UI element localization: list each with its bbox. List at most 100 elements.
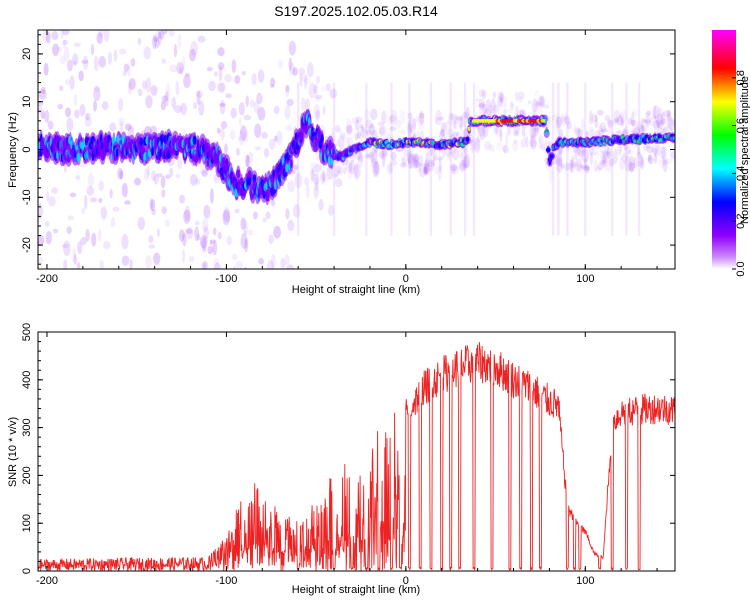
spectrogram-noise-blob xyxy=(529,139,538,148)
spectrogram-noise-blob xyxy=(122,70,127,76)
spectrogram-noise-blob xyxy=(97,228,102,243)
spectrogram-noise-blob xyxy=(525,136,529,148)
spectrogram-noise-blob xyxy=(478,124,485,137)
spectrogram-noise-blob xyxy=(368,123,376,136)
spectrogram-noise-blob xyxy=(588,110,594,125)
spectrogram-noise-blob xyxy=(643,142,648,154)
spectrogram-noise-blob xyxy=(262,292,265,302)
spectrogram-noise-blob xyxy=(644,111,651,119)
spectrogram-noise-blob xyxy=(212,227,217,236)
spectrogram-noise-blob xyxy=(334,178,343,188)
spectrogram-noise-blob xyxy=(408,117,417,133)
spectrogram-noise-blob xyxy=(99,259,105,269)
colorbar-gradient xyxy=(712,30,736,269)
spectrogram-noise-blob xyxy=(575,148,583,155)
spectrogram-noise-blob xyxy=(197,35,206,43)
spectrogram-noise-blob xyxy=(137,88,143,97)
spectrogram-noise-blob xyxy=(308,82,317,99)
spectrogram-noise-blob xyxy=(175,80,180,96)
spectrogram-noise-blob xyxy=(504,132,509,147)
spectrogram-ridge-blob xyxy=(247,176,252,186)
spectrogram-noise-blob xyxy=(354,162,359,179)
spectrogram-noise-blob xyxy=(419,112,425,119)
spectrogram-noise-blob xyxy=(434,117,438,125)
spectrogram-noise-blob xyxy=(225,93,232,99)
spectrogram-noise-blob xyxy=(112,206,120,212)
spectrogram-noise-blob xyxy=(313,103,321,119)
spectrogram-noise-blob xyxy=(574,128,581,134)
spectrogram-noise-blob xyxy=(334,166,343,174)
spectrogram-noise-blob xyxy=(481,103,487,115)
spectrogram-noise-blob xyxy=(47,120,54,130)
spectrogram-noise-blob xyxy=(98,197,103,203)
spectrogram-noise-blob xyxy=(620,112,625,129)
spectrogram-noise-blob xyxy=(617,130,624,135)
spectrogram-noise-blob xyxy=(555,152,563,167)
spectrogram-noise-blob xyxy=(540,144,546,151)
spectrogram-noise-blob xyxy=(214,71,218,77)
spectrogram-noise-blob xyxy=(224,143,228,155)
spectrogram-noise-blob xyxy=(322,177,329,184)
spectrogram-noise-blob xyxy=(565,163,574,170)
spectrogram-noise-blob xyxy=(551,114,560,122)
spectrogram-noise-blob xyxy=(354,119,360,131)
spectrogram-noise-blob xyxy=(189,173,198,186)
spectrogram-noise-blob xyxy=(305,183,310,199)
spectrogram-streak xyxy=(584,82,587,236)
spectrogram-noise-blob xyxy=(179,194,186,204)
spectrogram-noise-blob xyxy=(247,229,254,236)
spectrogram-noise-blob xyxy=(202,245,207,254)
spectrogram-noise-blob xyxy=(401,155,407,166)
spectrogram-noise-blob xyxy=(590,113,598,124)
spectrogram-noise-blob xyxy=(130,58,136,67)
spectrogram-noise-blob xyxy=(110,216,116,229)
spectrogram-noise-blob xyxy=(123,63,129,72)
spectrogram-noise-blob xyxy=(615,130,621,136)
spectrogram-noise-blob xyxy=(313,185,319,200)
spectrogram-noise-blob xyxy=(38,101,44,107)
spectrogram-noise-blob xyxy=(269,287,276,298)
spectrogram-noise-blob xyxy=(230,107,237,119)
spectrogram-noise-blob xyxy=(219,99,226,115)
spectrogram-noise-blob xyxy=(212,239,218,256)
spectrogram-noise-blob xyxy=(151,208,156,216)
spectrogram-noise-blob xyxy=(217,47,225,57)
spectrogram-y-tick-label: 0 xyxy=(21,146,33,152)
spectrogram-noise-blob xyxy=(594,167,602,172)
spectrogram-noise-blob xyxy=(533,126,538,136)
spectrogram-noise-blob xyxy=(243,114,252,121)
spectrogram-noise-blob xyxy=(75,174,81,181)
spectrogram-noise-blob xyxy=(640,118,649,132)
spectrogram-noise-blob xyxy=(413,153,420,164)
spectrogram-noise-blob xyxy=(378,150,385,159)
spectrogram-noise-blob xyxy=(194,226,200,241)
spectrogram-noise-blob xyxy=(537,95,546,108)
spectrogram-noise-blob xyxy=(206,66,213,72)
spectrogram-noise-blob xyxy=(369,148,378,164)
spectrogram-noise-blob xyxy=(66,117,74,133)
spectrogram-noise-blob xyxy=(411,123,417,130)
spectrogram-noise-blob xyxy=(40,86,46,94)
spectrogram-noise-blob xyxy=(270,84,275,89)
spectrogram-noise-blob xyxy=(160,100,166,111)
spectrogram-noise-blob xyxy=(479,125,486,140)
spectrogram-ridge-blob xyxy=(467,126,471,132)
spectrogram-noise-blob xyxy=(584,164,590,174)
spectrogram-noise-blob xyxy=(475,98,481,103)
spectrogram-noise-blob xyxy=(72,248,76,258)
spectrogram-noise-blob xyxy=(38,89,47,100)
spectrogram-noise-blob xyxy=(43,62,49,76)
spectrogram-noise-blob xyxy=(373,160,380,175)
spectrogram-noise-blob xyxy=(313,84,319,95)
spectrogram-noise-blob xyxy=(499,129,503,143)
spectrogram-noise-blob xyxy=(180,102,188,116)
spectrogram-noise-blob xyxy=(183,74,191,89)
spectrogram-noise-blob xyxy=(563,162,571,172)
spectrogram-noise-blob xyxy=(647,154,652,162)
spectrogram-noise-blob xyxy=(512,140,519,152)
spectrogram-noise-blob xyxy=(359,123,364,129)
spectrogram-noise-blob xyxy=(326,83,331,92)
spectrogram-noise-blob xyxy=(462,112,469,119)
spectrogram-ridge-blob xyxy=(314,139,317,149)
